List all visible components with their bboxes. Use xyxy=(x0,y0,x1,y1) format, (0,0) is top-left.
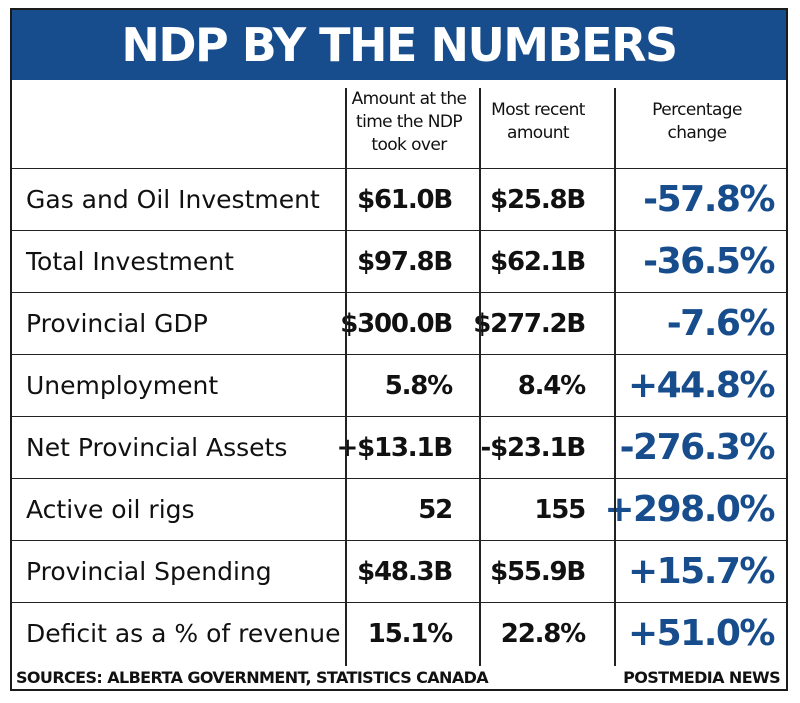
value-recent: $62.1B xyxy=(490,247,586,277)
column-header-line: Most recent xyxy=(491,100,585,120)
percentage-change: -57.8% xyxy=(643,179,775,220)
value-before: 5.8% xyxy=(384,371,454,401)
credit-note: POSTMEDIA NEWS xyxy=(623,668,781,687)
value-recent: $55.9B xyxy=(490,557,586,587)
column-divider xyxy=(479,88,481,666)
table-row: Provincial GDP $300.0B $277.2B -7.6% xyxy=(12,292,786,355)
table-row: Gas and Oil Investment $61.0B $25.8B -57.8% xyxy=(12,168,786,231)
column-divider xyxy=(614,88,616,666)
column-header-before: Amount at the time the NDP took over xyxy=(344,88,474,157)
table-row: Deficit as a % of revenue 15.1% 22.8% +51.0… xyxy=(12,602,786,665)
column-header-line: amount xyxy=(507,123,570,143)
percentage-change: +51.0% xyxy=(627,613,776,654)
table-row: Net Provincial Assets +$13.1B -$23.1B -276.… xyxy=(12,416,786,479)
chart-title: NDP BY THE NUMBERS xyxy=(12,10,786,80)
value-before: 52 xyxy=(418,495,453,525)
row-label: Gas and Oil Investment xyxy=(26,185,320,214)
value-before: $48.3B xyxy=(357,557,453,587)
percentage-change: +15.7% xyxy=(627,551,776,592)
table-row: Unemployment 5.8% 8.4% +44.8% xyxy=(12,354,786,417)
column-header-recent: Most recent amount xyxy=(482,99,594,145)
row-label: Provincial GDP xyxy=(26,309,208,338)
table-row: Total Investment $97.8B $62.1B -36.5% xyxy=(12,230,786,293)
row-label: Provincial Spending xyxy=(26,557,272,586)
table-row: Provincial Spending $48.3B $55.9B +15.7% xyxy=(12,540,786,603)
value-before: $61.0B xyxy=(357,185,453,215)
infographic-frame: NDP BY THE NUMBERS Amount at the time th… xyxy=(10,8,788,691)
value-before: $300.0B xyxy=(340,309,453,339)
percentage-change: -276.3% xyxy=(619,427,776,468)
column-header-line: Percentage xyxy=(652,100,742,120)
percentage-change: -7.6% xyxy=(666,303,776,344)
column-divider xyxy=(345,88,347,666)
value-recent: -$23.1B xyxy=(480,433,587,463)
row-label: Deficit as a % of revenue xyxy=(26,619,341,648)
value-recent: 155 xyxy=(534,495,586,525)
percentage-change: +44.8% xyxy=(627,365,776,406)
column-header-line: time the NDP xyxy=(356,112,463,132)
sources-note: SOURCES: ALBERTA GOVERNMENT, STATISTICS … xyxy=(16,668,489,687)
percentage-change: -36.5% xyxy=(643,241,775,282)
table-row: Active oil rigs 52 155 +298.0% xyxy=(12,478,786,541)
row-label: Active oil rigs xyxy=(26,495,195,524)
column-header-change: Percentage change xyxy=(622,99,772,145)
row-label: Unemployment xyxy=(26,371,219,400)
column-header-line: Amount at the xyxy=(351,89,467,109)
column-header-line: took over xyxy=(371,135,447,155)
row-label: Net Provincial Assets xyxy=(26,433,288,462)
value-recent: $277.2B xyxy=(473,309,586,339)
value-before: 15.1% xyxy=(367,619,453,649)
value-recent: $25.8B xyxy=(490,185,586,215)
value-recent: 8.4% xyxy=(517,371,587,401)
value-before: +$13.1B xyxy=(336,433,454,463)
value-before: $97.8B xyxy=(357,247,453,277)
row-label: Total Investment xyxy=(26,247,234,276)
percentage-change: +298.0% xyxy=(604,489,775,530)
value-recent: 22.8% xyxy=(500,619,586,649)
column-header-line: change xyxy=(667,123,728,143)
